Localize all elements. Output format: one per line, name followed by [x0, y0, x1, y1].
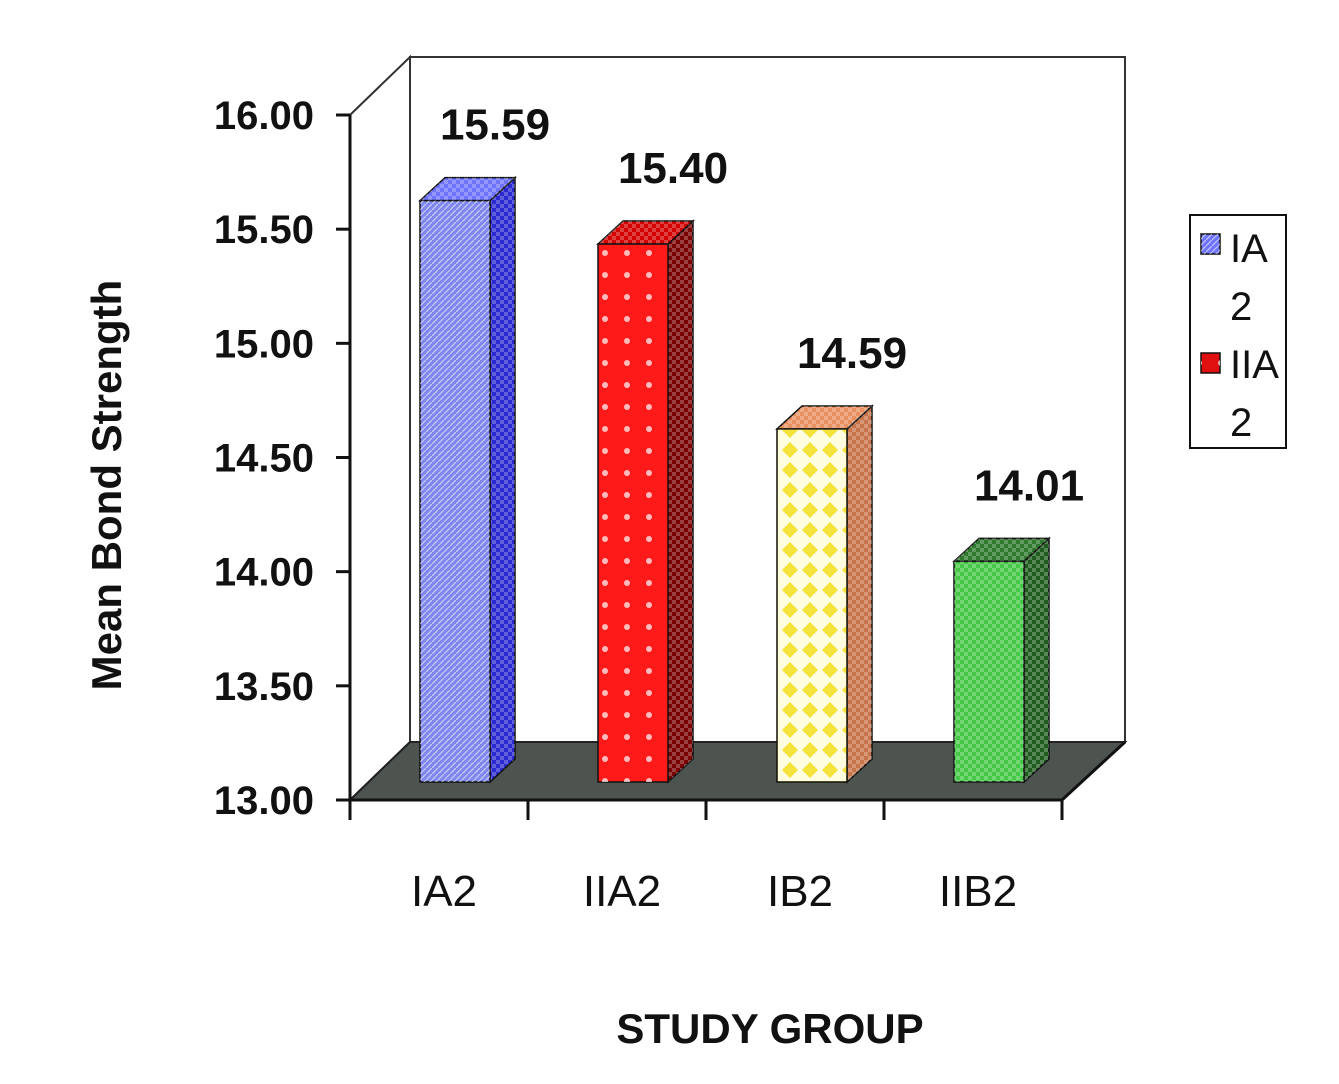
bar-top-pattern [954, 538, 1049, 562]
bar-front-pattern [420, 200, 490, 782]
bar-IIA2 [596, 219, 695, 784]
bar-front-pattern [598, 244, 668, 782]
legend-label-1-line1: IA [1230, 227, 1268, 271]
bar-side-pattern [490, 177, 515, 782]
bar-IA2 [418, 175, 517, 784]
data-label-IB2: 14.59 [797, 329, 907, 378]
x-category-label: IA2 [411, 867, 477, 916]
x-category-label: IIA2 [583, 867, 661, 916]
chart-side-wall [349, 54, 411, 801]
data-label-IIA2: 15.40 [618, 144, 728, 193]
bar-front-pattern [778, 429, 846, 781]
y-tick-label: 15.00 [214, 322, 314, 366]
y-axis-ticks: 13.00 13.50 14.00 14.50 15.00 15.50 16.00 [214, 94, 350, 823]
y-tick-label: 14.50 [214, 437, 314, 481]
legend-label-2-line1: IIA [1230, 343, 1279, 387]
data-label-IIB2: 14.01 [974, 461, 1084, 510]
legend-swatch-2-pattern [1201, 353, 1220, 373]
data-labels-group: 15.59 15.40 14.59 14.01 [440, 101, 1084, 511]
bar-side-pattern [668, 221, 693, 782]
bar-IB2 [775, 404, 874, 784]
x-category-label: IIB2 [939, 867, 1017, 916]
bar-side-pattern [847, 405, 872, 782]
y-tick-label: 14.00 [214, 551, 314, 595]
bar-top-pattern [777, 405, 872, 429]
x-category-label: IB2 [767, 867, 833, 916]
y-tick-label: 15.50 [214, 208, 314, 252]
bar-top-pattern [420, 177, 515, 201]
x-axis-ticks: IA2 IIA2 IB2 IIB2 [348, 800, 1064, 916]
data-label-IA2: 15.59 [440, 101, 550, 150]
bar-front-pattern [954, 561, 1024, 782]
bar-IIB2 [952, 536, 1051, 784]
bars-group [418, 175, 1051, 784]
x-axis-title: STUDY GROUP [616, 1005, 923, 1052]
bar-side-pattern [1024, 538, 1049, 782]
legend-label-1-line2: 2 [1230, 285, 1252, 329]
y-tick-label: 13.50 [214, 665, 314, 709]
legend-label-2-line2: 2 [1230, 401, 1252, 445]
y-tick-label: 13.00 [214, 779, 314, 823]
x-axis-right-edge [1060, 740, 1127, 802]
bar-top-pattern [598, 221, 693, 244]
legend-swatch-1-pattern [1201, 234, 1220, 254]
y-axis-title: Mean Bond Strength [83, 280, 130, 691]
legend: IA 2 IIA 2 [1189, 214, 1287, 449]
y-tick-label: 16.00 [214, 94, 314, 138]
